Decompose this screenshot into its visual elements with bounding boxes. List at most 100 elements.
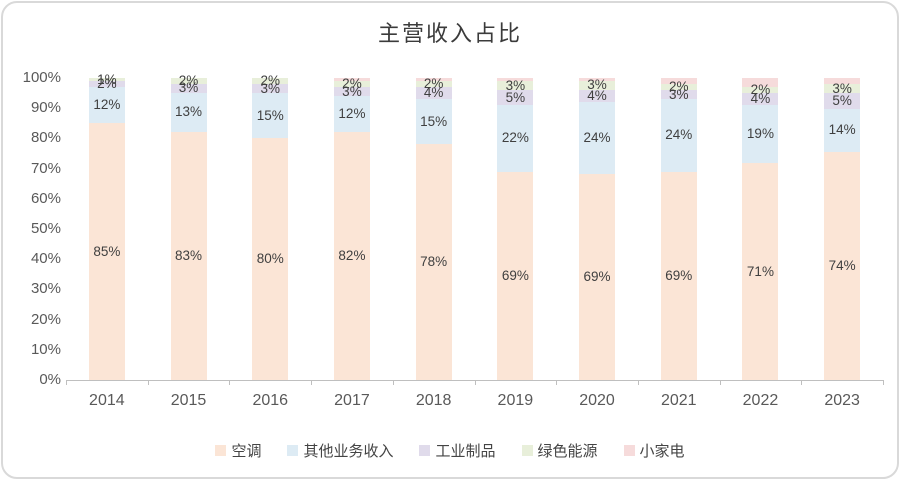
- bar-segment-绿色能源: [579, 81, 616, 90]
- x-axis-category-label: 2018: [415, 392, 452, 409]
- data-label: 69%: [665, 267, 693, 283]
- bar-segment-小家电: [660, 78, 697, 85]
- data-label: 69%: [583, 268, 611, 284]
- x-axis-category-label: 2023: [824, 392, 860, 409]
- bar-segment-小家电: [415, 78, 452, 82]
- stacked-bar-2018: 78% 15% 4% 2%: [415, 76, 452, 380]
- x-axis-category-label: 2022: [742, 392, 779, 409]
- stacked-bar-2020: 69% 24% 4% 3%: [579, 77, 616, 380]
- bar-segment-其他业务收入: [333, 96, 370, 133]
- y-axis-tick-label: 70%: [30, 159, 61, 177]
- data-label: 19%: [746, 126, 774, 142]
- y-axis-tick-label: 0%: [39, 371, 61, 388]
- data-label: 14%: [828, 122, 856, 138]
- data-label: 15%: [256, 107, 284, 123]
- legend-item-其他业务收入: 其他业务收入: [287, 440, 393, 461]
- data-label: 74%: [828, 257, 856, 273]
- data-label: 4%: [750, 91, 771, 107]
- data-label: 80%: [256, 251, 284, 267]
- y-axis-tick-label: 30%: [30, 280, 61, 298]
- bar-segment-空调: [824, 151, 861, 380]
- data-label: 24%: [583, 129, 611, 145]
- y-axis-tick-label: 50%: [30, 220, 61, 237]
- x-axis-category-label: 2019: [497, 392, 534, 409]
- x-axis-tick: [719, 380, 721, 385]
- data-label: 83%: [175, 247, 203, 263]
- x-axis-category-label: 2015: [170, 392, 207, 409]
- bar-segment-工业制品: [660, 90, 697, 100]
- plot-area: 0% 10% 20% 30% 40% 50% 60% 70% 80% 90% 100% 85% 12% 2…: [23, 70, 884, 388]
- bar-segment-空调: [742, 163, 779, 380]
- x-axis-tick: [637, 380, 639, 385]
- bar-segment-小家电: [579, 78, 616, 81]
- bar-segment-其他业务收入: [660, 99, 697, 172]
- data-label: 1%: [97, 71, 117, 87]
- data-label: 5%: [505, 89, 526, 105]
- data-label: 3%: [587, 77, 607, 93]
- bar-segment-小家电: [742, 78, 779, 88]
- data-label: 82%: [338, 248, 366, 264]
- data-label: 2%: [178, 72, 199, 88]
- legend-label: 小家电: [639, 443, 685, 460]
- legend: 空调 其他业务收入 工业制品 绿色能源 小家电: [3, 440, 897, 461]
- data-label: 3%: [505, 77, 526, 93]
- data-label: 4%: [587, 87, 607, 103]
- y-axis-tick-label: 100%: [22, 69, 61, 86]
- legend-label: 工业制品: [435, 443, 496, 460]
- x-axis-category-label: 2021: [660, 392, 697, 409]
- y-axis-tick-label: 60%: [30, 189, 61, 207]
- data-label: 69%: [501, 267, 529, 283]
- x-axis-tick: [311, 380, 313, 385]
- data-label: 4%: [423, 85, 444, 101]
- y-axis-tick-label: 80%: [30, 129, 61, 147]
- y-axis-tick-label: 90%: [30, 99, 61, 117]
- data-label: 24%: [665, 127, 693, 143]
- bar-segment-空调: [88, 123, 125, 380]
- bar-segment-小家电: [824, 78, 861, 85]
- data-label: 15%: [420, 113, 448, 129]
- legend-swatch-icon: [215, 445, 227, 456]
- bar-segment-绿色能源: [170, 78, 207, 84]
- bar-segment-绿色能源: [497, 81, 534, 91]
- data-label: 22%: [501, 130, 529, 146]
- x-axis-tick: [474, 380, 476, 385]
- data-label: 2%: [423, 76, 444, 92]
- data-label: 12%: [93, 97, 121, 113]
- bar-segment-工业制品: [742, 93, 779, 106]
- x-axis-category-label: 2017: [334, 392, 370, 409]
- bar-segment-工业制品: [333, 87, 370, 97]
- y-axis-tick-label: 40%: [30, 250, 61, 268]
- bar-segment-绿色能源: [742, 87, 779, 94]
- bar-segment-其他业务收入: [824, 108, 861, 152]
- data-label: 3%: [668, 86, 689, 102]
- bar-segment-其他业务收入: [252, 93, 289, 139]
- bar-segment-绿色能源: [333, 81, 370, 88]
- x-axis-tick: [392, 380, 394, 385]
- stacked-bar-2017: 82% 12% 3% 2%: [333, 77, 370, 380]
- bar-segment-其他业务收入: [742, 105, 779, 164]
- bar-segment-绿色能源: [88, 78, 125, 82]
- bar-segment-空调: [333, 132, 370, 380]
- bar-segment-空调: [170, 131, 207, 380]
- bar-segment-工业制品: [415, 87, 452, 100]
- bar-segment-空调: [497, 171, 534, 380]
- bar-segment-绿色能源: [824, 84, 861, 94]
- legend-label: 空调: [231, 443, 262, 460]
- legend-item-空调: 空调: [215, 440, 261, 461]
- stacked-bar-2021: 69% 24% 3% 2%: [660, 78, 697, 380]
- bar-segment-空调: [415, 144, 452, 380]
- legend-item-绿色能源: 绿色能源: [521, 440, 598, 461]
- x-axis-tick: [229, 380, 231, 385]
- bar-segment-其他业务收入: [170, 92, 207, 132]
- bar-segment-空调: [579, 173, 616, 380]
- legend-label: 其他业务收入: [303, 443, 394, 460]
- bar-segment-绿色能源: [415, 81, 452, 88]
- data-label: 2%: [750, 82, 771, 98]
- x-axis-category-label: 2014: [89, 392, 125, 409]
- bar-segment-工业制品: [497, 90, 534, 106]
- y-axis-tick-label: 10%: [30, 340, 61, 358]
- x-axis-tick: [66, 380, 67, 385]
- x-axis-tick: [801, 380, 803, 385]
- bar-segment-工业制品: [88, 81, 125, 88]
